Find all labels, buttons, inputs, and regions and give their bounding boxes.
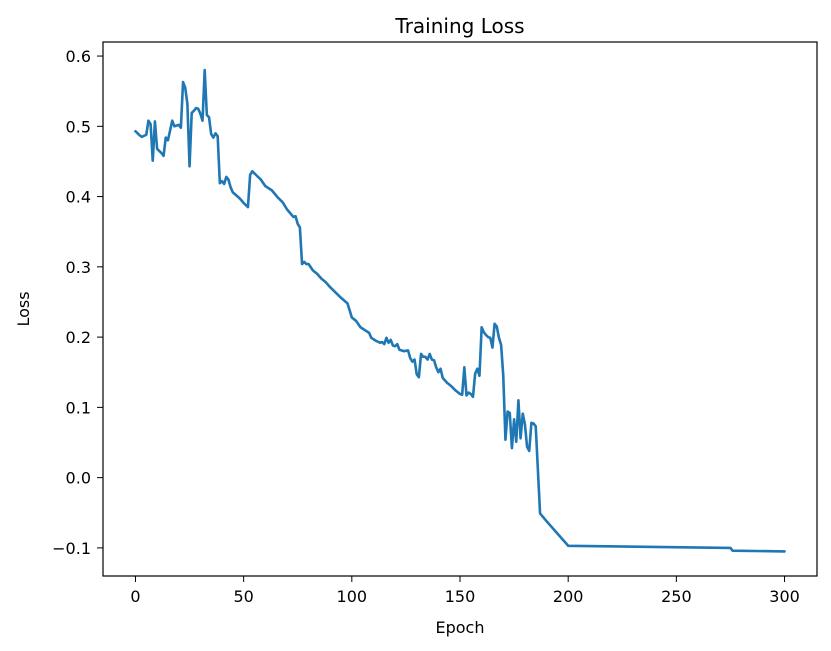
x-tick-label: 200 bbox=[553, 587, 584, 606]
x-tick-label: 150 bbox=[445, 587, 476, 606]
y-tick-label: 0.0 bbox=[66, 469, 91, 488]
x-tick-label: 0 bbox=[130, 587, 140, 606]
y-tick-label: 0.2 bbox=[66, 328, 91, 347]
y-tick-label: 0.5 bbox=[66, 117, 91, 136]
x-axis-ticks: 0 50 100 150 200 250 300 bbox=[130, 576, 800, 606]
y-tick-label: 0.4 bbox=[66, 188, 91, 207]
y-tick-label: 0.6 bbox=[66, 47, 91, 66]
y-tick-label: −0.1 bbox=[52, 539, 91, 558]
x-tick-label: 300 bbox=[769, 587, 800, 606]
y-axis-ticks: −0.1 0.0 0.1 0.2 0.3 0.4 0.5 0.6 bbox=[52, 47, 103, 558]
y-axis-label: Loss bbox=[14, 291, 33, 326]
x-tick-label: 100 bbox=[337, 587, 368, 606]
x-tick-label: 50 bbox=[233, 587, 253, 606]
y-tick-label: 0.1 bbox=[66, 398, 91, 417]
series-layer bbox=[134, 68, 786, 553]
y-tick-label: 0.3 bbox=[66, 258, 91, 277]
x-axis-label: Epoch bbox=[436, 618, 485, 637]
series-line-0 bbox=[134, 68, 786, 553]
x-tick-label: 250 bbox=[661, 587, 692, 606]
chart-title: Training Loss bbox=[394, 14, 524, 38]
